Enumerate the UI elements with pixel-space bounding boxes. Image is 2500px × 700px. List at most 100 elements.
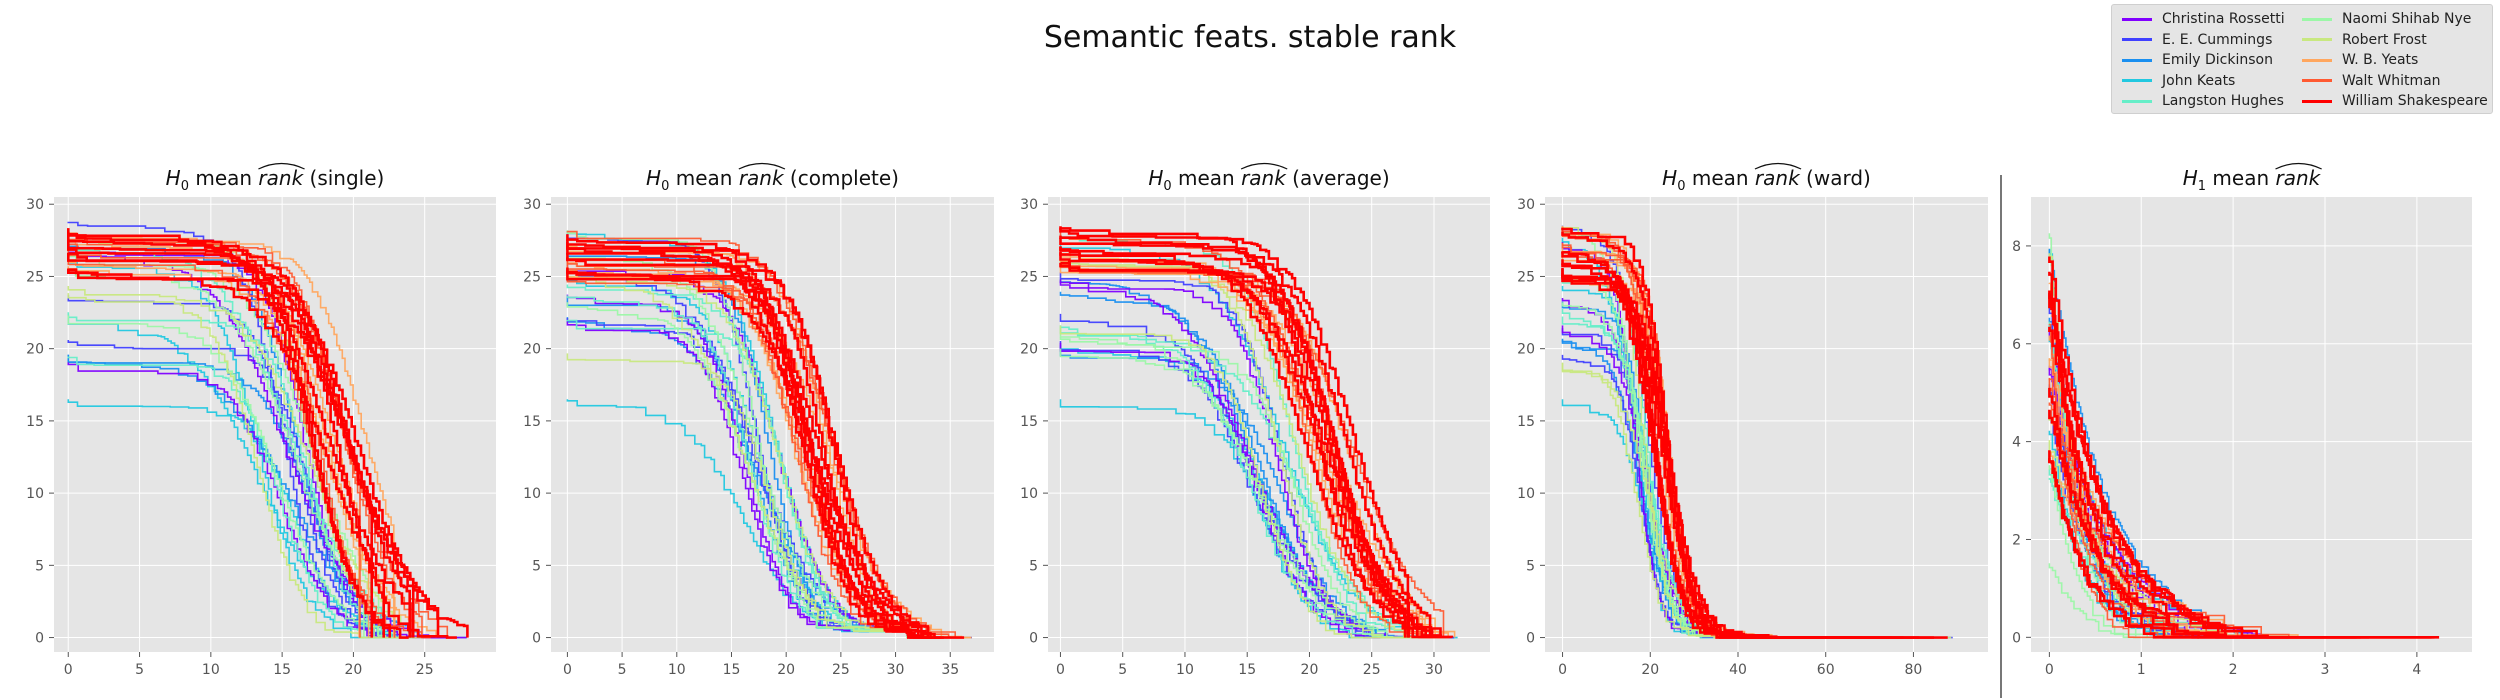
y-tick-label: 5 [532,558,541,574]
x-tick-label: 40 [1729,662,1747,678]
title-hat-accent [258,162,305,170]
series-group [2048,233,2440,639]
legend: Christina Rossetti E. E. Cummings Emily … [2111,4,2493,114]
y-tick-label: 25 [523,269,541,285]
x-tick-label: 0 [2045,662,2054,678]
series-group [67,221,469,639]
x-tick-label: 35 [941,662,959,678]
y-tick-label: 10 [1020,486,1038,502]
legend-label: Emily Dickinson [2162,52,2273,69]
y-tick-label: 30 [26,197,44,213]
series-line-william-shakespeare [2048,296,2258,638]
legend-swatch [2302,58,2332,62]
x-tick-label: 30 [1425,662,1443,678]
series-line-william-shakespeare [1561,273,1892,639]
title-hat-accent [1754,162,1802,170]
y-tick-label: 25 [26,269,44,285]
series-line-william-shakespeare [566,257,929,639]
series-line-christina-rossetti [1059,342,1398,639]
legend-label: W. B. Yeats [2342,52,2419,69]
legend-entry: William Shakespeare [2302,91,2488,112]
y-tick-label: 2 [2012,532,2021,548]
series-line-robert-frost [67,286,402,638]
legend-swatch [2122,99,2152,103]
x-tick-label: 10 [202,662,220,678]
series-line-naomi-shihab-nye [1059,329,1440,639]
panel-3: 0 5 10 15 20 25 30 0 5 10 15 20 25 30 H0 mean rank (av… [1020,162,1490,678]
x-tick-label: 0 [1558,662,1567,678]
series-line-langston-hughes [67,312,401,639]
x-tick-label: 15 [273,662,291,678]
y-tick-label: 0 [1526,631,1535,647]
legend-entry: Naomi Shihab Nye [2302,9,2488,30]
legend-label: Walt Whitman [2342,72,2441,89]
legend-label: E. E. Cummings [2162,31,2273,48]
legend-label: John Keats [2162,72,2236,89]
legend-swatch [2122,38,2152,42]
x-tick-label: 1 [2137,662,2146,678]
legend-label: Langston Hughes [2162,93,2284,110]
series-line-william-shakespeare [67,252,411,638]
y-tick-label: 4 [2012,435,2021,451]
series-line-william-shakespeare [1059,246,1407,638]
y-tick-label: 0 [35,631,44,647]
legend-swatch [2122,17,2152,21]
y-tick-label: 0 [2012,630,2021,646]
legend-swatch [2122,58,2152,62]
legend-label: Naomi Shihab Nye [2342,11,2472,28]
y-tick-label: 25 [1517,269,1535,285]
series-line-langston-hughes [1059,327,1410,638]
y-tick-label: 10 [523,486,541,502]
x-tick-label: 3 [2321,662,2330,678]
legend-swatch [2302,38,2332,42]
series-line-langston-hughes [67,356,413,639]
x-tick-label: 15 [723,662,741,678]
y-tick-label: 25 [1020,269,1038,285]
series-line-robert-frost [1059,325,1403,639]
x-tick-label: 0 [1056,662,1065,678]
legend-entry: Emily Dickinson [2122,50,2285,71]
panel-5: 0 1 2 3 4 0 2 4 6 8 H1 mean rank [2012,162,2472,678]
legend-column-right: Naomi Shihab Nye Robert Frost W. B. Yeat… [2302,9,2488,112]
series-line-william-shakespeare [1060,261,1427,638]
y-tick-label: 15 [1020,414,1038,430]
panel-title: H1 mean rank [2183,166,2322,194]
x-tick-label: 20 [1301,662,1319,678]
legend-label: Robert Frost [2342,31,2427,48]
panel-title: H0 mean rank (complete) [646,166,899,194]
y-tick-label: 15 [523,414,541,430]
y-tick-label: 10 [1517,486,1535,502]
legend-entry: Walt Whitman [2302,71,2488,92]
series-group [1561,225,1953,639]
y-tick-label: 15 [26,414,44,430]
x-tick-label: 25 [1363,662,1381,678]
x-tick-label: 4 [2412,662,2421,678]
series-group [1059,226,1458,639]
legend-entry: E. E. Cummings [2122,30,2285,51]
y-tick-label: 30 [523,197,541,213]
series-line-naomi-shihab-nye [566,250,945,639]
figure-title: Semantic feats. stable rank [1043,20,1457,55]
y-tick-label: 5 [1029,558,1038,574]
y-tick-label: 20 [1517,342,1535,358]
series-line-william-shakespeare [1059,228,1410,638]
x-tick-label: 20 [777,662,795,678]
legend-swatch [2302,17,2332,21]
panel-1: 0 5 10 15 20 25 0 5 10 15 20 25 30 H0 mean rank (sing… [26,162,496,678]
x-tick-label: 25 [416,662,434,678]
plot-area [54,197,496,652]
x-tick-label: 30 [887,662,905,678]
y-tick-label: 20 [1020,342,1038,358]
series-line-william-shakespeare [67,268,385,638]
series-line-robert-frost [566,275,950,639]
series-line-william-shakespeare [67,236,373,638]
legend-swatch [2302,99,2332,103]
y-tick-label: 5 [1526,558,1535,574]
y-tick-label: 15 [1517,414,1535,430]
legend-swatch [2122,79,2152,83]
y-tick-label: 20 [523,342,541,358]
series-line-langston-hughes [1059,325,1405,638]
panel-title: H0 mean rank (ward) [1662,166,1871,194]
series-line-william-shakespeare [566,245,944,639]
